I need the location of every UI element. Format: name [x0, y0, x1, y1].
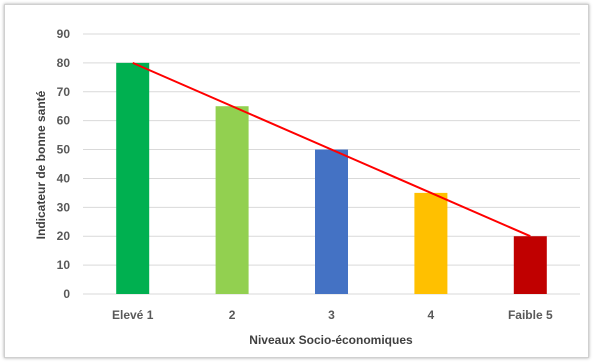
- x-tick-labels: Elevé 1 2 3 4 Faible 5: [112, 308, 553, 322]
- x-axis-title: Niveaux Socio-économiques: [249, 333, 413, 347]
- x-tick-label: 4: [428, 308, 435, 322]
- y-tick-label: 30: [57, 200, 71, 214]
- y-axis-title: Indicateur de bonne santé: [34, 90, 48, 239]
- y-tick-label: 0: [63, 287, 70, 301]
- y-tick-label: 40: [57, 171, 71, 185]
- x-tick-label: 2: [229, 308, 236, 322]
- x-tick-label: Elevé 1: [112, 308, 154, 322]
- x-tick-label: 3: [328, 308, 335, 322]
- x-tick-label: Faible 5: [508, 308, 553, 322]
- y-tick-label: 80: [57, 56, 71, 70]
- bar-3: [315, 149, 348, 294]
- y-tick-label: 60: [57, 114, 71, 128]
- y-tick-label: 50: [57, 143, 71, 157]
- y-tick-label: 70: [57, 85, 71, 99]
- y-tick-label: 10: [57, 258, 71, 272]
- y-tick-labels: 0 10 20 30 40 50 60 70 80 90: [57, 27, 71, 301]
- gridlines: [83, 33, 580, 295]
- trend-line: [132, 61, 531, 238]
- bars: [116, 62, 547, 295]
- y-tick-label: 90: [57, 27, 71, 41]
- trend-line-group: [132, 61, 531, 238]
- bar-2: [215, 106, 249, 294]
- bar-5: [513, 236, 547, 294]
- bar-1: [116, 62, 150, 295]
- y-tick-label: 20: [57, 229, 71, 243]
- bar-4: [414, 192, 448, 294]
